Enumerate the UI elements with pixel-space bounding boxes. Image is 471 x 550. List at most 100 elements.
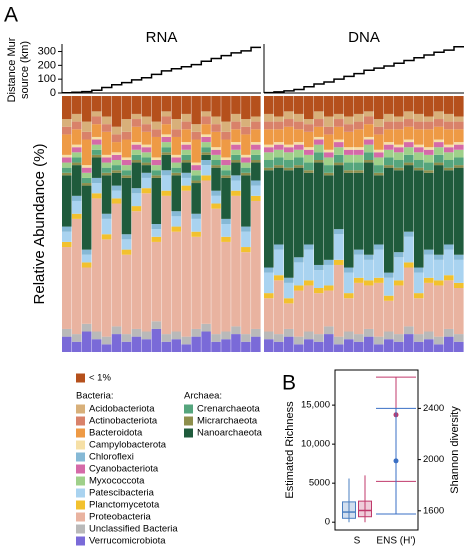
bar-segment bbox=[274, 334, 284, 342]
bar-segment bbox=[434, 254, 444, 260]
bar-segment bbox=[364, 160, 374, 163]
bar-segment bbox=[71, 129, 82, 145]
bar-segment bbox=[354, 154, 364, 163]
legend-swatch bbox=[76, 536, 85, 546]
bar-segment bbox=[434, 259, 444, 281]
bar-segment bbox=[151, 241, 162, 322]
bar-segment bbox=[274, 157, 284, 166]
bar-segment bbox=[324, 149, 334, 153]
bar-segment bbox=[374, 282, 384, 337]
bar-segment bbox=[181, 162, 191, 173]
bar-segment bbox=[121, 131, 132, 140]
bar-segment bbox=[334, 162, 344, 166]
bar-segment bbox=[364, 124, 374, 137]
bar-segment bbox=[91, 139, 102, 145]
bar-segment bbox=[231, 144, 241, 150]
bar-segment bbox=[251, 116, 261, 122]
bar-segment bbox=[294, 144, 304, 150]
bar-segment bbox=[264, 144, 274, 148]
bar-segment bbox=[394, 152, 404, 160]
bar-segment bbox=[151, 121, 162, 130]
bar-segment bbox=[264, 160, 274, 168]
bar-segment bbox=[344, 124, 354, 132]
bar-segment bbox=[111, 326, 122, 335]
bar-segment bbox=[201, 124, 211, 135]
bar-segment bbox=[81, 165, 92, 168]
bar-segment bbox=[444, 167, 454, 171]
bar-segment bbox=[284, 282, 294, 299]
bar-segment bbox=[81, 267, 92, 324]
bar-segment bbox=[111, 126, 122, 135]
bar-segment bbox=[394, 144, 404, 148]
bar-segment bbox=[251, 328, 261, 337]
bar-segment bbox=[364, 152, 374, 160]
bar-segment bbox=[201, 331, 211, 352]
bar-segment bbox=[91, 339, 102, 352]
bar-segment bbox=[171, 175, 181, 212]
legend-swatch bbox=[184, 404, 193, 414]
bar-segment bbox=[454, 96, 464, 117]
bar-segment bbox=[314, 126, 324, 137]
legend-swatch bbox=[76, 512, 85, 522]
bar-segment bbox=[304, 244, 314, 250]
bar-segment bbox=[91, 331, 102, 340]
step-line bbox=[62, 46, 261, 94]
bar-segment bbox=[294, 290, 304, 337]
bar-segment bbox=[171, 162, 181, 168]
bar-segment bbox=[334, 96, 344, 114]
bar-segment bbox=[454, 165, 464, 168]
bar-segment bbox=[241, 157, 251, 163]
bar-segment bbox=[454, 142, 464, 145]
bar-segment bbox=[454, 129, 464, 143]
bar-segment bbox=[101, 116, 112, 125]
bar-segment bbox=[374, 157, 384, 166]
bar-segment bbox=[111, 172, 122, 186]
bar-segment bbox=[241, 247, 251, 253]
bar-segment bbox=[101, 172, 112, 176]
bar-segment bbox=[71, 121, 82, 130]
bar-segment bbox=[294, 142, 304, 145]
bar-segment bbox=[221, 339, 231, 352]
bar-segment bbox=[344, 272, 354, 294]
bar-segment bbox=[314, 288, 324, 294]
bar-segment bbox=[344, 339, 354, 352]
bar-segment bbox=[181, 96, 191, 114]
bar-segment bbox=[334, 344, 344, 352]
bar-segment bbox=[354, 170, 364, 173]
bar-segment bbox=[324, 96, 334, 117]
bar-segment bbox=[62, 96, 72, 120]
bar-segment bbox=[384, 331, 394, 340]
bar-segment bbox=[62, 126, 72, 135]
bar-segment bbox=[424, 331, 434, 340]
bar-segment bbox=[394, 147, 404, 153]
bar-segment bbox=[191, 124, 201, 132]
bar-segment bbox=[304, 172, 314, 245]
bar-segment bbox=[121, 334, 132, 342]
bar-segment bbox=[81, 331, 92, 352]
bar-segment bbox=[334, 119, 344, 127]
bar-segment bbox=[62, 175, 72, 227]
bar-segment bbox=[141, 172, 152, 178]
bar-segment bbox=[91, 177, 102, 184]
bar-segment bbox=[111, 170, 122, 173]
bar-segment bbox=[141, 124, 152, 132]
bar-segment bbox=[121, 165, 132, 171]
legend-swatch bbox=[76, 416, 85, 426]
x-tick-label: S bbox=[354, 536, 361, 547]
bar-segment bbox=[231, 129, 241, 143]
bar-segment bbox=[334, 147, 344, 155]
legend-swatch bbox=[76, 524, 85, 534]
bar-segment bbox=[364, 136, 374, 140]
legend-label: Acidobacteriota bbox=[89, 404, 155, 415]
bar-segment bbox=[444, 249, 454, 276]
bar-segment bbox=[354, 147, 364, 150]
bar-segment bbox=[121, 254, 132, 335]
bar-segment bbox=[264, 298, 274, 332]
legend-label: Actinobacteriota bbox=[89, 416, 158, 427]
bar-segment bbox=[284, 277, 294, 283]
bar-segment bbox=[394, 129, 404, 145]
bar-segment bbox=[444, 113, 454, 122]
bar-segment bbox=[364, 96, 374, 112]
bar-segment bbox=[71, 162, 82, 166]
bar-segment bbox=[454, 288, 464, 335]
